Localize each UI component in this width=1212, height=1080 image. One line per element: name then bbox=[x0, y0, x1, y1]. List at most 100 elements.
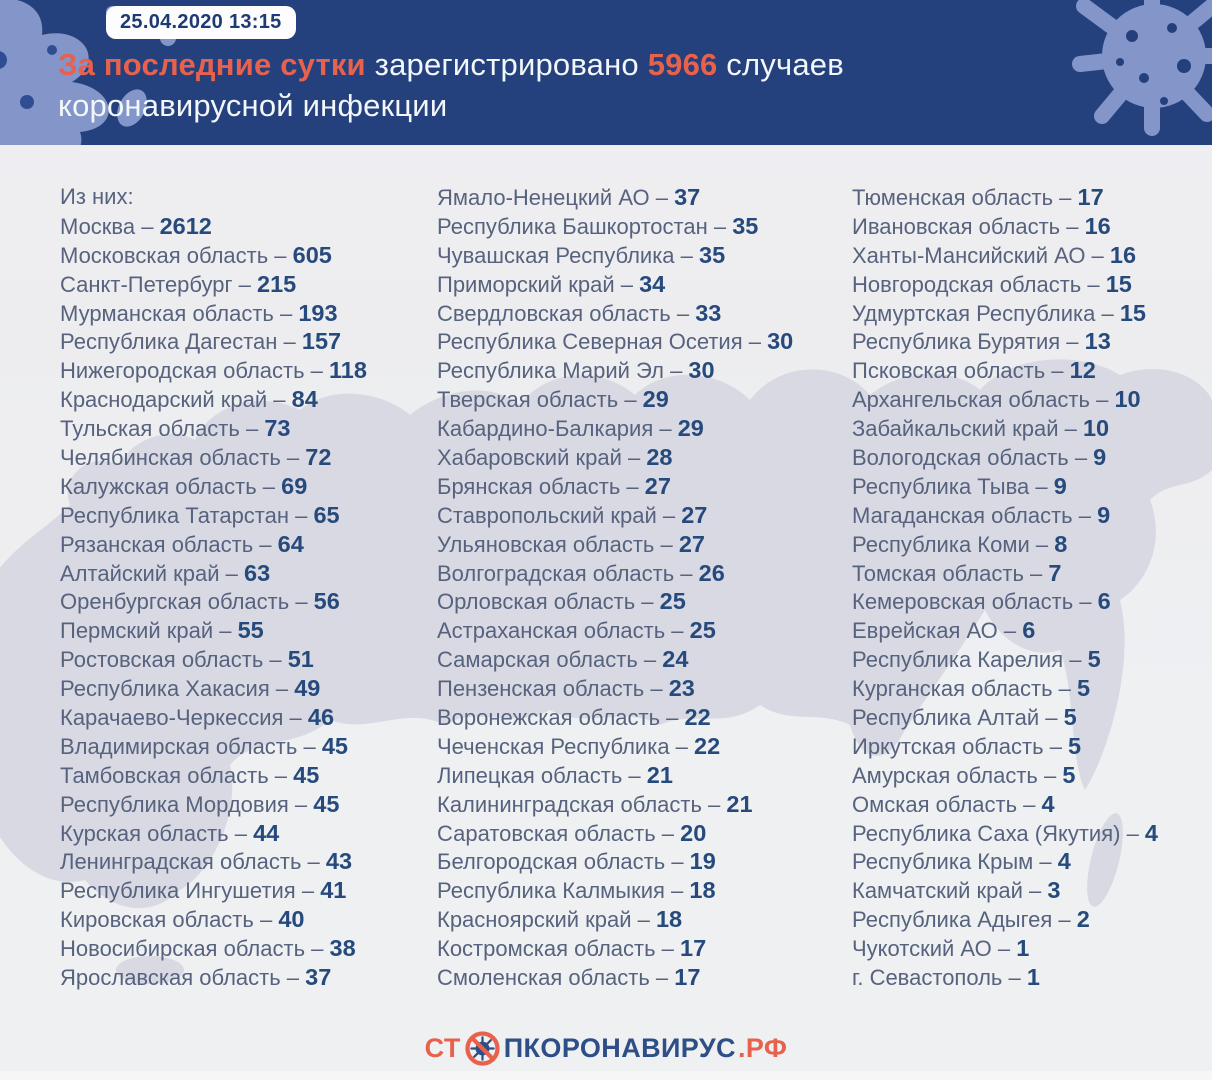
region-value: 25 bbox=[689, 617, 716, 644]
region-value: 33 bbox=[695, 299, 722, 326]
region-stat-row: Магаданская область – 9 bbox=[852, 501, 1212, 530]
region-stat-row: Воронежская область – 22 bbox=[437, 703, 847, 732]
logo-middle: ПКОРОНАВИРУС bbox=[503, 1032, 736, 1063]
region-stat-row: Республика Адыгея – 2 bbox=[852, 905, 1212, 934]
region-stat-row: Республика Крым – 4 bbox=[852, 847, 1212, 876]
region-name: Курганская область – bbox=[852, 676, 1078, 702]
region-name: Республика Дагестан – bbox=[60, 329, 302, 355]
region-name: Томская область – bbox=[852, 560, 1049, 586]
region-stat-row: Ярославская область – 37 bbox=[60, 963, 435, 992]
region-name: Челябинская область – bbox=[60, 445, 306, 471]
region-name: Волгоградская область – bbox=[437, 560, 699, 586]
region-name: Мурманская область – bbox=[60, 300, 299, 326]
region-stat-row: Республика Саха (Якутия) – 4 bbox=[852, 819, 1212, 848]
region-value: 16 bbox=[1084, 212, 1111, 239]
region-stat-row: Республика Бурятия – 13 bbox=[852, 327, 1212, 356]
region-stat-row: Республика Карелия – 5 bbox=[852, 645, 1212, 674]
region-name: Тюменская область – bbox=[852, 185, 1078, 210]
region-name: Ростовская область – bbox=[60, 647, 288, 673]
region-value: 40 bbox=[278, 906, 305, 933]
region-name: Республика Адыгея – bbox=[852, 907, 1077, 933]
region-value: 27 bbox=[678, 530, 705, 557]
region-name: Алтайский край – bbox=[60, 560, 245, 586]
region-name: Нижегородская область – bbox=[60, 358, 330, 384]
region-name: Воронежская область – bbox=[437, 705, 685, 731]
region-stat-row: Мурманская область – 193 bbox=[60, 299, 435, 328]
region-value: 9 bbox=[1097, 501, 1111, 528]
region-value: 37 bbox=[674, 184, 701, 210]
region-stat-row: Кемеровская область – 6 bbox=[852, 587, 1212, 616]
region-value: 12 bbox=[1069, 357, 1096, 384]
region-name: Смоленская область – bbox=[437, 965, 675, 991]
virus-decoration-icon bbox=[1072, 0, 1212, 136]
region-value: 15 bbox=[1119, 299, 1146, 326]
region-name: Москва – bbox=[60, 213, 160, 239]
region-stat-row: Брянская область – 27 bbox=[437, 472, 847, 501]
region-name: Санкт-Петербург – bbox=[60, 271, 258, 297]
region-name: Кировская область – bbox=[60, 907, 279, 933]
region-stat-row: Чукотский АО – 1 bbox=[852, 934, 1212, 963]
region-value: 26 bbox=[698, 559, 725, 586]
region-value: 7 bbox=[1048, 559, 1062, 586]
region-value: 20 bbox=[680, 819, 707, 846]
region-name: Чувашская Республика – bbox=[437, 242, 700, 268]
region-stat-row: Приморский край – 34 bbox=[437, 270, 847, 299]
date-badge: 25.04.2020 13:15 bbox=[106, 6, 296, 39]
region-name: Ханты-Мансийский АО – bbox=[852, 242, 1110, 268]
region-value: 41 bbox=[320, 877, 347, 904]
region-value: 34 bbox=[639, 270, 666, 297]
region-value: 37 bbox=[305, 964, 332, 991]
region-stat-row: Новосибирская область – 38 bbox=[60, 934, 435, 963]
region-value: 27 bbox=[681, 501, 708, 528]
region-stat-row: Пензенская область – 23 bbox=[437, 674, 847, 703]
region-value: 18 bbox=[655, 906, 683, 933]
region-value: 21 bbox=[646, 761, 673, 788]
stats-column-2: Ямало-Ненецкий АО – 37 Республика Башкорт… bbox=[437, 183, 847, 992]
region-value: 27 bbox=[644, 472, 671, 499]
region-name: Ульяновская область – bbox=[437, 531, 679, 557]
region-name: Республика Мордовия – bbox=[60, 791, 314, 817]
region-name: Красноярский край – bbox=[437, 907, 656, 933]
region-stat-row: Архангельская область – 10 bbox=[852, 385, 1212, 414]
region-value: 45 bbox=[313, 790, 340, 817]
region-value: 5 bbox=[1062, 761, 1076, 788]
region-stat-row: Челябинская область – 72 bbox=[60, 443, 435, 472]
region-name: Республика Коми – bbox=[852, 531, 1055, 557]
region-stat-row: Хабаровский край – 28 bbox=[437, 443, 847, 472]
region-value: 45 bbox=[321, 732, 348, 759]
region-stat-row: Чеченская Республика – 22 bbox=[437, 732, 847, 761]
region-name: Новгородская область – bbox=[852, 271, 1106, 297]
region-stat-row: Астраханская область – 25 bbox=[437, 616, 847, 645]
region-stat-row: Омская область – 4 bbox=[852, 790, 1212, 819]
region-stat-row: Республика Ингушетия – 41 bbox=[60, 876, 435, 905]
region-stat-row: Тверская область – 29 bbox=[437, 385, 847, 414]
region-name: Орловская область – bbox=[437, 589, 660, 615]
region-value: 2612 bbox=[159, 212, 212, 239]
region-name: Республика Татарстан – bbox=[60, 502, 314, 528]
region-name: Пермский край – bbox=[60, 618, 238, 644]
region-value: 30 bbox=[688, 357, 715, 384]
region-value: 2 bbox=[1076, 906, 1090, 933]
region-value: 17 bbox=[674, 964, 701, 991]
region-stat-row: Курская область – 44 bbox=[60, 819, 435, 848]
region-stat-row: Красноярский край – 18 bbox=[437, 905, 847, 934]
region-value: 63 bbox=[244, 559, 271, 586]
stats-column-1: Из них: Москва – 2612 Московская область … bbox=[60, 183, 435, 992]
region-value: 5 bbox=[1087, 646, 1101, 673]
region-stat-row: Республика Татарстан – 65 bbox=[60, 501, 435, 530]
region-stat-row: Пермский край – 55 bbox=[60, 616, 435, 645]
region-stat-row: Краснодарский край – 84 bbox=[60, 385, 435, 414]
headline-text: зарегистрировано bbox=[374, 47, 639, 82]
bottom-strip bbox=[0, 1071, 1212, 1080]
region-value: 69 bbox=[281, 472, 308, 499]
region-name: Псковская область – bbox=[852, 358, 1070, 384]
region-value: 51 bbox=[287, 646, 314, 673]
region-name: Республика Хакасия – bbox=[60, 676, 295, 702]
region-value: 38 bbox=[329, 935, 356, 962]
logo-suffix: .РФ bbox=[737, 1032, 788, 1063]
region-name: Белгородская область – bbox=[437, 849, 690, 875]
region-name: Республика Карелия – bbox=[852, 647, 1088, 673]
region-stat-row: Волгоградская область – 26 bbox=[437, 559, 847, 588]
region-value: 1 bbox=[1026, 964, 1040, 991]
region-value: 29 bbox=[677, 415, 704, 442]
